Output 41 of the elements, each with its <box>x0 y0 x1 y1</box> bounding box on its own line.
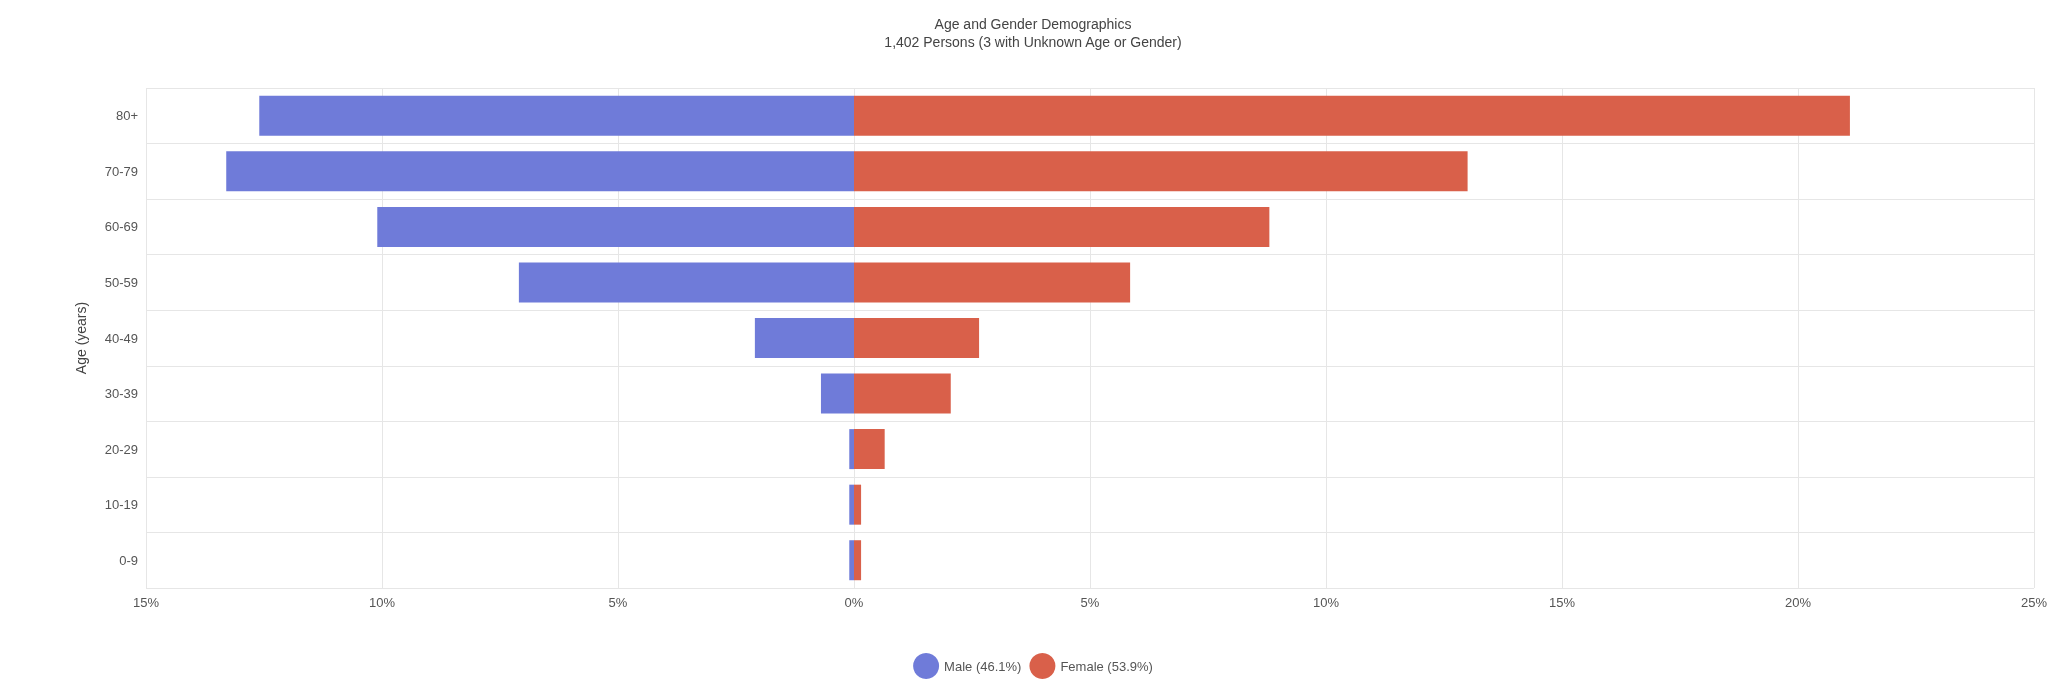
x-tick-label: 0% <box>844 595 864 610</box>
x-tick-label: 10% <box>1312 595 1340 610</box>
y-tick-label: 0-9 <box>119 552 138 568</box>
bar <box>854 540 862 581</box>
y-axis-title: Age (years) <box>73 301 89 375</box>
bar <box>849 484 854 525</box>
chart-subtitle: 1,402 Persons (3 with Unknown Age or Gender) <box>884 34 1182 50</box>
x-tick-label: 10% <box>368 595 396 610</box>
x-tick-label: 5% <box>608 595 628 610</box>
bar <box>854 484 862 525</box>
bar <box>518 262 854 303</box>
y-tick-label: 20-29 <box>104 441 138 457</box>
bar <box>754 318 854 358</box>
y-tick-label: 60-69 <box>104 219 138 235</box>
y-tick-label: 40-49 <box>104 330 138 346</box>
bar <box>849 540 854 581</box>
bar <box>854 429 885 470</box>
y-tick-label: 70-79 <box>104 163 138 179</box>
bar <box>820 373 854 414</box>
y-tick-label: 50-59 <box>104 274 138 290</box>
chart-title: Age and Gender Demographics <box>934 16 1132 32</box>
bar <box>854 373 951 414</box>
bar <box>259 95 854 136</box>
bar <box>854 151 1468 192</box>
legend-label: Male (46.1%) <box>944 658 1022 674</box>
x-tick-label: 20% <box>1784 595 1812 610</box>
x-tick-label: 5% <box>1080 595 1100 610</box>
y-tick-label: 10-19 <box>104 497 138 513</box>
bar <box>854 95 1850 136</box>
bar <box>226 151 854 192</box>
y-tick-label: 80+ <box>115 108 138 124</box>
bar <box>854 318 980 358</box>
bar <box>849 429 854 470</box>
y-tick-label: 30-39 <box>104 386 138 402</box>
legend-label: Female (53.9%) <box>1060 658 1153 674</box>
bar <box>377 206 854 247</box>
x-tick-label: 15% <box>1548 595 1576 610</box>
x-tick-label: 25% <box>2020 595 2048 610</box>
bar <box>854 262 1131 303</box>
x-tick-label: 15% <box>132 595 160 610</box>
bar <box>854 206 1270 247</box>
